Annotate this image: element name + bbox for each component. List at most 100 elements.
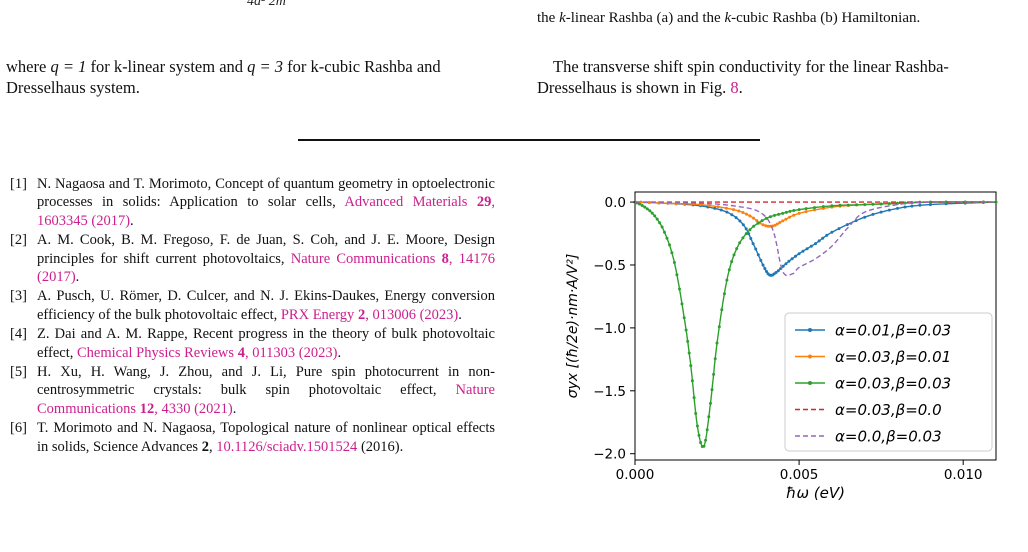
series-2-point: [755, 219, 759, 223]
series-1-point: [809, 244, 813, 248]
series-3-point: [838, 203, 842, 207]
series-3-point: [777, 212, 781, 216]
figure-reference-link[interactable]: 8: [730, 78, 739, 97]
series-3-point: [722, 292, 726, 296]
reference-number: [5]: [10, 364, 27, 381]
series-1-point: [845, 223, 849, 227]
y-axis-label: σyx [(ħ/2e)·nm·A/V²]: [565, 254, 581, 399]
series-1-point: [781, 264, 785, 268]
series-1-point: [738, 219, 742, 223]
reference-item: [1] N. Nagaosa and T. Morimoto, Concept o…: [10, 175, 495, 230]
caption-text-3: -cubic Rashba (b) Hamiltonian.: [731, 10, 921, 26]
series-1-point: [794, 254, 797, 258]
series-3-point: [813, 206, 816, 210]
series-3-point: [702, 444, 706, 448]
series-3-point: [660, 225, 664, 229]
series-line-1: [635, 201, 997, 277]
series-2-point: [775, 222, 779, 226]
series-3-point: [725, 278, 729, 282]
reference-item: [3] A. Pusch, U. Römer, D. Culcer, and N.…: [10, 287, 495, 324]
left-text-1: where: [6, 57, 51, 76]
series-1-point: [744, 227, 748, 231]
series-1-point: [776, 269, 780, 273]
reference-journal-link[interactable]: PRX Energy 2, 013006 (2023): [280, 306, 459, 323]
reference-body: A. Pusch, U. Römer, D. Culcer, and N. J.…: [37, 288, 495, 323]
series-3-point: [821, 205, 825, 209]
reference-number: [2]: [10, 232, 27, 249]
series-3-point: [773, 213, 776, 217]
reference-journal-link[interactable]: Advanced Materials 29, 1603345 (2017): [37, 194, 495, 229]
series-1-point: [887, 208, 891, 212]
series-1-point: [763, 267, 767, 271]
series-1-point: [787, 259, 791, 263]
reference-item: [5] H. Xu, H. Wang, J. Zhou, and J. Li, P…: [10, 363, 495, 418]
series-3-point: [682, 316, 686, 320]
series-3-point: [879, 202, 883, 206]
reference-item: [6] T. Morimoto and N. Nagaosa, Topologic…: [10, 419, 495, 456]
reference-volume: 2: [201, 438, 209, 455]
series-1-point: [814, 242, 817, 246]
series-3-point: [670, 251, 674, 255]
reference-journal-link[interactable]: Nature Communications 12, 4330 (2021): [37, 382, 495, 417]
series-2-point: [792, 213, 796, 217]
series-1-point: [854, 219, 858, 223]
series-3-point: [680, 302, 684, 306]
reference-body: N. Nagaosa and T. Morimoto, Concept of q…: [37, 176, 495, 229]
series-2-point: [741, 211, 745, 214]
series-1-point: [879, 210, 883, 214]
series-3-point: [887, 202, 891, 206]
series-3-point: [741, 236, 745, 240]
series-3-point: [643, 205, 647, 209]
y-tick-label: −1.5: [593, 384, 626, 400]
caption-text-1: the: [537, 10, 560, 26]
series-3-point: [690, 379, 694, 383]
series-3-point: [655, 217, 659, 221]
series-3-point: [640, 204, 644, 207]
left-math-2: q = 3: [247, 57, 284, 76]
reference-number: [3]: [10, 288, 27, 305]
reference-text: N. Nagaosa and T. Morimoto, Concept of q…: [37, 176, 495, 211]
series-1-point: [741, 223, 745, 227]
series-3-point: [692, 396, 696, 400]
reference-text: T. Morimoto and N. Nagaosa, Topological …: [37, 420, 495, 455]
caption-k-2: k: [724, 10, 732, 26]
series-3-point: [804, 207, 808, 211]
series-2-point: [778, 221, 782, 224]
series-3-point: [709, 401, 712, 405]
legend-box: [784, 312, 993, 452]
series-3-point: [686, 339, 690, 343]
reference-journal-link[interactable]: Nature Communications 8, 14176 (2017): [37, 250, 496, 286]
series-3-point: [871, 202, 875, 206]
reference-doi-link[interactable]: 10.1126/sciadv.1501524: [216, 438, 358, 455]
conductivity-chart: 0.000 0.005 0.010 0.0 −0.5 −1.0 −1.5 −2.0 ħω (eV…: [565, 191, 998, 502]
legend-label-4: α=0.03,β=0.0: [835, 401, 942, 419]
series-2-point: [797, 211, 801, 215]
series-2-point: [813, 208, 816, 212]
series-1-point: [734, 216, 738, 220]
reference-body: A. M. Cook, B. M. Fregoso, F. de Juan, S…: [37, 232, 496, 286]
series-3-point: [704, 438, 708, 442]
series-3-point: [645, 207, 649, 211]
caption-k-1: k: [559, 10, 566, 26]
right-text-end: .: [738, 78, 743, 97]
legend-marker-3: [808, 381, 812, 385]
series-3-point: [788, 209, 792, 213]
reference-body: H. Xu, H. Wang, J. Zhou, and J. Li, Pure…: [37, 364, 495, 417]
series-2-point: [716, 205, 720, 209]
series-3-point: [699, 441, 703, 444]
reference-number: [1]: [10, 176, 27, 192]
reference-text: Z. Dai and A. M. Rappe, Recent progress …: [37, 326, 495, 361]
y-tick-label: −1.0: [593, 321, 626, 337]
reference-journal-link[interactable]: Chemical Physics Reviews 4, 011303 (2023…: [76, 344, 338, 361]
series-1-point: [830, 230, 834, 234]
x-tick-label: 0.005: [780, 467, 819, 483]
reference-body: Z. Dai and A. M. Rappe, Recent progress …: [37, 326, 495, 361]
series-3-point: [650, 211, 654, 215]
series-3-point: [855, 203, 858, 207]
series-2-point: [766, 224, 770, 228]
series-1-point: [817, 239, 821, 243]
series-3-point: [768, 215, 772, 219]
legend-label-3: α=0.03,β=0.03: [835, 375, 951, 393]
y-tick-label: −2.0: [593, 447, 626, 463]
reference-list: [1] N. Nagaosa and T. Morimoto, Concept o…: [10, 175, 495, 457]
